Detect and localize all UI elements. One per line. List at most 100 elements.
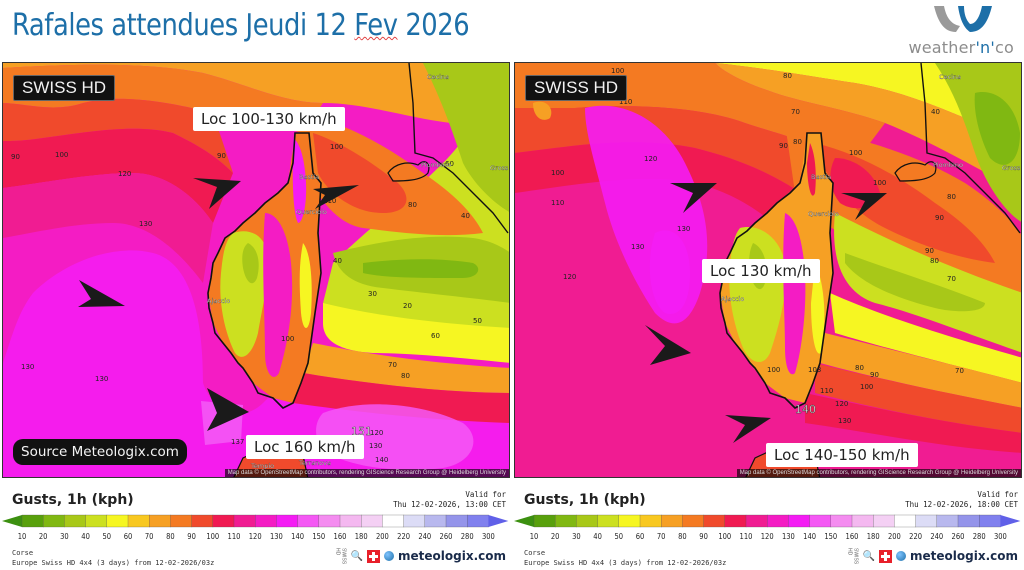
scale-segment [127, 514, 150, 528]
svg-text:Terranova: Terranova [298, 459, 331, 467]
svg-text:137: 137 [231, 438, 244, 446]
svg-text:70: 70 [947, 275, 956, 283]
source-badge: Source Meteologix.com [13, 439, 187, 465]
scale-segment [233, 514, 256, 528]
svg-text:20: 20 [403, 302, 412, 310]
svg-text:120: 120 [835, 400, 848, 408]
scale-tick-label: 180 [866, 532, 880, 541]
svg-text:140: 140 [795, 403, 816, 416]
svg-text:110: 110 [323, 197, 336, 205]
scale-tick-label: 20 [38, 532, 48, 541]
scale-tick-label: 30 [60, 532, 69, 541]
svg-text:90: 90 [779, 142, 788, 150]
svg-text:Ajaccio: Ajaccio [721, 295, 744, 303]
svg-text:100: 100 [767, 366, 780, 374]
scale-tick-label: 300 [993, 532, 1007, 541]
svg-text:130: 130 [21, 363, 34, 371]
title-month: Fev [354, 8, 398, 43]
gust-map-1800[interactable]: 100 110 100 110 120 130 120 130 80 70 80… [514, 62, 1022, 478]
forecast-panel-1800: 100 110 100 110 120 130 120 130 80 70 80… [512, 62, 1024, 570]
scale-tick-label: 80 [166, 532, 175, 541]
scale-segment [979, 514, 1001, 528]
svg-text:100: 100 [860, 383, 873, 391]
svg-text:Tempio: Tempio [250, 462, 274, 470]
scale-segment [467, 514, 489, 528]
zoom-magnifier-icon[interactable]: 🔍 [350, 550, 364, 562]
svg-text:70: 70 [791, 108, 800, 116]
svg-text:70: 70 [955, 367, 964, 375]
scale-segment [297, 514, 320, 528]
svg-text:100: 100 [55, 151, 68, 159]
gust-annotation-south: Loc 160 km/h [246, 435, 364, 459]
scale-tick-label: 90 [699, 532, 708, 541]
svg-text:30: 30 [368, 290, 377, 298]
svg-text:100: 100 [611, 67, 624, 75]
svg-text:90: 90 [870, 371, 879, 379]
provider-branding: SWISS HD 🔍 meteologix.com [847, 548, 1018, 564]
scale-segment [555, 514, 577, 528]
svg-text:110: 110 [820, 387, 833, 395]
swiss-flag-icon [367, 549, 381, 563]
scale-tick-label: 160 [845, 532, 859, 541]
svg-text:Cecina: Cecina [939, 73, 961, 81]
scale-tick-label: 100 [206, 532, 220, 541]
svg-text:70: 70 [388, 361, 397, 369]
forecast-panel-1300: 90 100 120 130 90 110 80 60 100 40 40 30… [0, 62, 512, 570]
svg-text:103: 103 [808, 366, 821, 374]
scale-tick-label: 30 [572, 532, 581, 541]
scale-tick-label: 280 [972, 532, 986, 541]
scale-tick-label: 240 [930, 532, 944, 541]
scale-tick-label: 260 [951, 532, 965, 541]
scale-tick-label: 80 [678, 532, 687, 541]
svg-text:100: 100 [873, 179, 886, 187]
scale-tick-label: 260 [439, 532, 453, 541]
meteologix-link[interactable]: meteologix.com [910, 549, 1018, 563]
zoom-magnifier-icon[interactable]: 🔍 [862, 550, 876, 562]
page-title: Rafales attendues Jeudi 12 Fev 2026 [12, 8, 470, 43]
svg-text:90: 90 [217, 152, 226, 160]
scale-tick-label: 50 [102, 532, 112, 541]
scale-tick-label: 220 [397, 532, 411, 541]
scale-segment [639, 514, 662, 528]
svg-text:130: 130 [838, 417, 851, 425]
scale-segment [21, 514, 44, 528]
swiss-hd-mark: SWISS HD [334, 547, 347, 565]
gust-map-1300[interactable]: 90 100 120 130 90 110 80 60 100 40 40 30… [2, 62, 510, 478]
scale-segment [682, 514, 705, 528]
svg-text:Querciolo: Querciolo [296, 208, 327, 216]
meteologix-link[interactable]: meteologix.com [398, 549, 506, 563]
scale-tick-label: 150 [312, 532, 326, 541]
scale-tick-label: 200 [375, 532, 389, 541]
color-scale-bar [2, 514, 509, 528]
scale-segment [745, 514, 768, 528]
svg-text:110: 110 [551, 199, 564, 207]
valid-time: Valid for Thu 12-02-2026, 13:00 CET [393, 490, 506, 509]
scale-tick-label: 140 [291, 532, 305, 541]
scale-tick-label: 110 [227, 532, 241, 541]
scale-tick-label: 200 [887, 532, 901, 541]
svg-text:130: 130 [139, 220, 152, 228]
svg-text:100: 100 [330, 143, 343, 151]
scale-segment [191, 514, 214, 528]
scale-segment [830, 514, 853, 528]
scale-tick-label: 100 [718, 532, 732, 541]
svg-text:100: 100 [551, 169, 564, 177]
brand-name: weather'n'co [908, 38, 1014, 57]
scale-tick-label: 10 [17, 532, 27, 541]
globe-icon [384, 551, 395, 561]
svg-text:80: 80 [783, 72, 792, 80]
scale-segment [255, 514, 277, 528]
scale-segment [957, 514, 980, 528]
scale-segment [724, 514, 747, 528]
scale-tick-label: 180 [354, 532, 368, 541]
scale-segment [767, 514, 789, 528]
scale-segment [576, 514, 599, 528]
weatherandco-logo: weather'n'co [888, 0, 1018, 60]
svg-text:120: 120 [118, 170, 131, 178]
svg-text:140: 140 [375, 456, 388, 464]
svg-text:Piombino: Piombino [421, 161, 451, 169]
scale-segment [703, 514, 726, 528]
svg-text:40: 40 [461, 212, 470, 220]
scale-tick-label: 120 [248, 532, 262, 541]
scale-tick-label: 70 [656, 532, 666, 541]
